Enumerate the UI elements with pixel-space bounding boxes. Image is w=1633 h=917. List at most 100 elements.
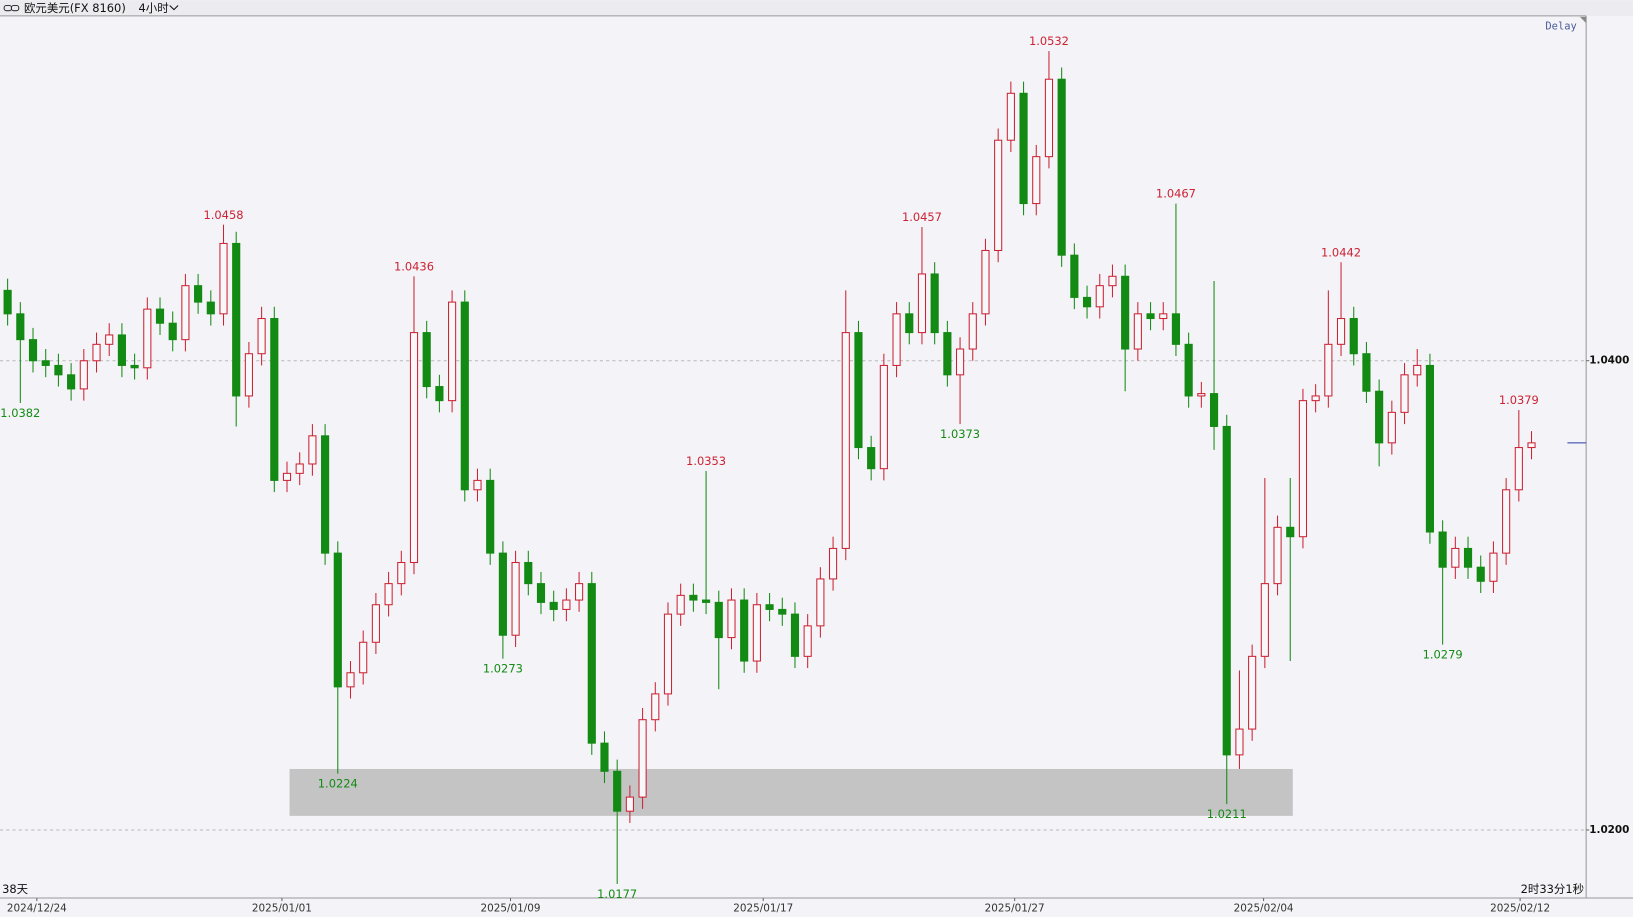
candle-body [879, 364, 888, 470]
candle-body [638, 719, 647, 798]
candle-body [524, 561, 533, 585]
candle-body [1095, 285, 1104, 308]
candle-body [663, 613, 673, 695]
candle-body [371, 604, 380, 643]
candle-body [67, 374, 76, 390]
candle-body [219, 242, 228, 315]
extreme-label: 1.0467 [1156, 187, 1196, 201]
candle-body [587, 583, 596, 744]
candle-body [536, 583, 546, 603]
candle-body [143, 308, 152, 369]
candle-body [905, 313, 914, 334]
candle-body [1400, 374, 1409, 413]
header-icon [3, 4, 20, 12]
candle-body [333, 552, 342, 688]
candle-body [841, 332, 850, 549]
candle-body [1349, 318, 1358, 355]
candle-body [1133, 313, 1142, 350]
extreme-label: 1.0224 [318, 777, 358, 791]
period-dropdown-arrow[interactable] [169, 5, 179, 11]
candle-body [295, 463, 304, 474]
y-tick-label: 1.0400 [1589, 355, 1629, 367]
extreme-label: 1.0273 [483, 662, 523, 676]
candle-body [575, 583, 584, 601]
candle-body [155, 308, 165, 324]
candle-body [1298, 400, 1308, 538]
candle-body [257, 318, 266, 355]
candle-body [1146, 313, 1155, 320]
candle-body [549, 601, 558, 610]
candle-body [981, 249, 990, 315]
candle-body [600, 742, 609, 772]
candle-body [1425, 364, 1435, 533]
delay-status: Delay [1545, 20, 1576, 32]
candle-body [803, 625, 812, 657]
candle-body [1260, 583, 1269, 657]
candle-body [651, 693, 660, 721]
candle-body [3, 289, 12, 315]
icon-link-right [10, 4, 20, 12]
candle-body [498, 552, 507, 636]
candle-body [473, 479, 482, 491]
candle-body [790, 613, 800, 657]
candle-body [1082, 296, 1092, 308]
candle-body [1235, 728, 1244, 756]
candle-body [1019, 92, 1028, 205]
candle-body [1184, 343, 1193, 397]
candle-body [346, 672, 355, 688]
candle-body [206, 301, 215, 315]
candle-body [1476, 566, 1485, 582]
candle-body [105, 334, 114, 345]
candle-body [308, 435, 317, 465]
candle-body [1463, 547, 1473, 568]
candle-body [1209, 393, 1219, 427]
candle-body [194, 285, 203, 303]
support-zone [289, 768, 1293, 816]
extreme-label: 1.0458 [203, 208, 243, 222]
candle-body [54, 364, 63, 376]
extreme-label: 1.0532 [1029, 34, 1069, 48]
candle-body [448, 301, 457, 402]
header-bar [0, 0, 1633, 16]
extreme-label: 1.0457 [902, 210, 942, 224]
candle-body [359, 641, 368, 674]
candle-body [689, 594, 698, 601]
x-tick-label: 2025/01/09 [481, 902, 541, 914]
candle-body [92, 343, 101, 362]
candle-body [1286, 526, 1295, 538]
candle-body [117, 334, 126, 366]
candle-body [702, 599, 711, 603]
candle-body [1171, 313, 1181, 345]
period-selector[interactable]: 4小时 [139, 1, 169, 15]
candle-body [422, 332, 431, 388]
candle-body [562, 599, 571, 610]
candle-body [1108, 275, 1117, 287]
candle-body [752, 604, 761, 662]
candle-body [1324, 343, 1333, 397]
candle-body [1222, 425, 1231, 756]
candle-body [28, 339, 38, 362]
candle-body [765, 604, 774, 610]
candle-body [892, 313, 901, 366]
instrument-title: 欧元美元(FX 8160) [24, 1, 126, 15]
candle-body [1057, 78, 1066, 256]
extreme-label: 1.0442 [1321, 245, 1361, 259]
x-tick-label: 2025/02/04 [1234, 902, 1294, 914]
candle-body [1336, 318, 1346, 345]
candle-body [1438, 531, 1447, 568]
candle-body [1273, 526, 1282, 585]
candle-body [854, 332, 863, 449]
extreme-label: 1.0436 [394, 259, 434, 273]
x-tick-label: 2024/12/24 [7, 902, 67, 914]
x-tick-label: 2025/02/12 [1490, 902, 1550, 914]
candle-body [740, 599, 749, 662]
x-tick-label: 2025/01/17 [733, 902, 793, 914]
extreme-label: 1.0211 [1207, 807, 1247, 821]
x-tick-label: 2025/01/27 [985, 902, 1045, 914]
candle-body [714, 601, 723, 639]
candle-body [1197, 393, 1206, 397]
extreme-label: 1.0382 [0, 406, 40, 420]
candle-body [943, 332, 952, 376]
candle-body [1502, 489, 1511, 554]
